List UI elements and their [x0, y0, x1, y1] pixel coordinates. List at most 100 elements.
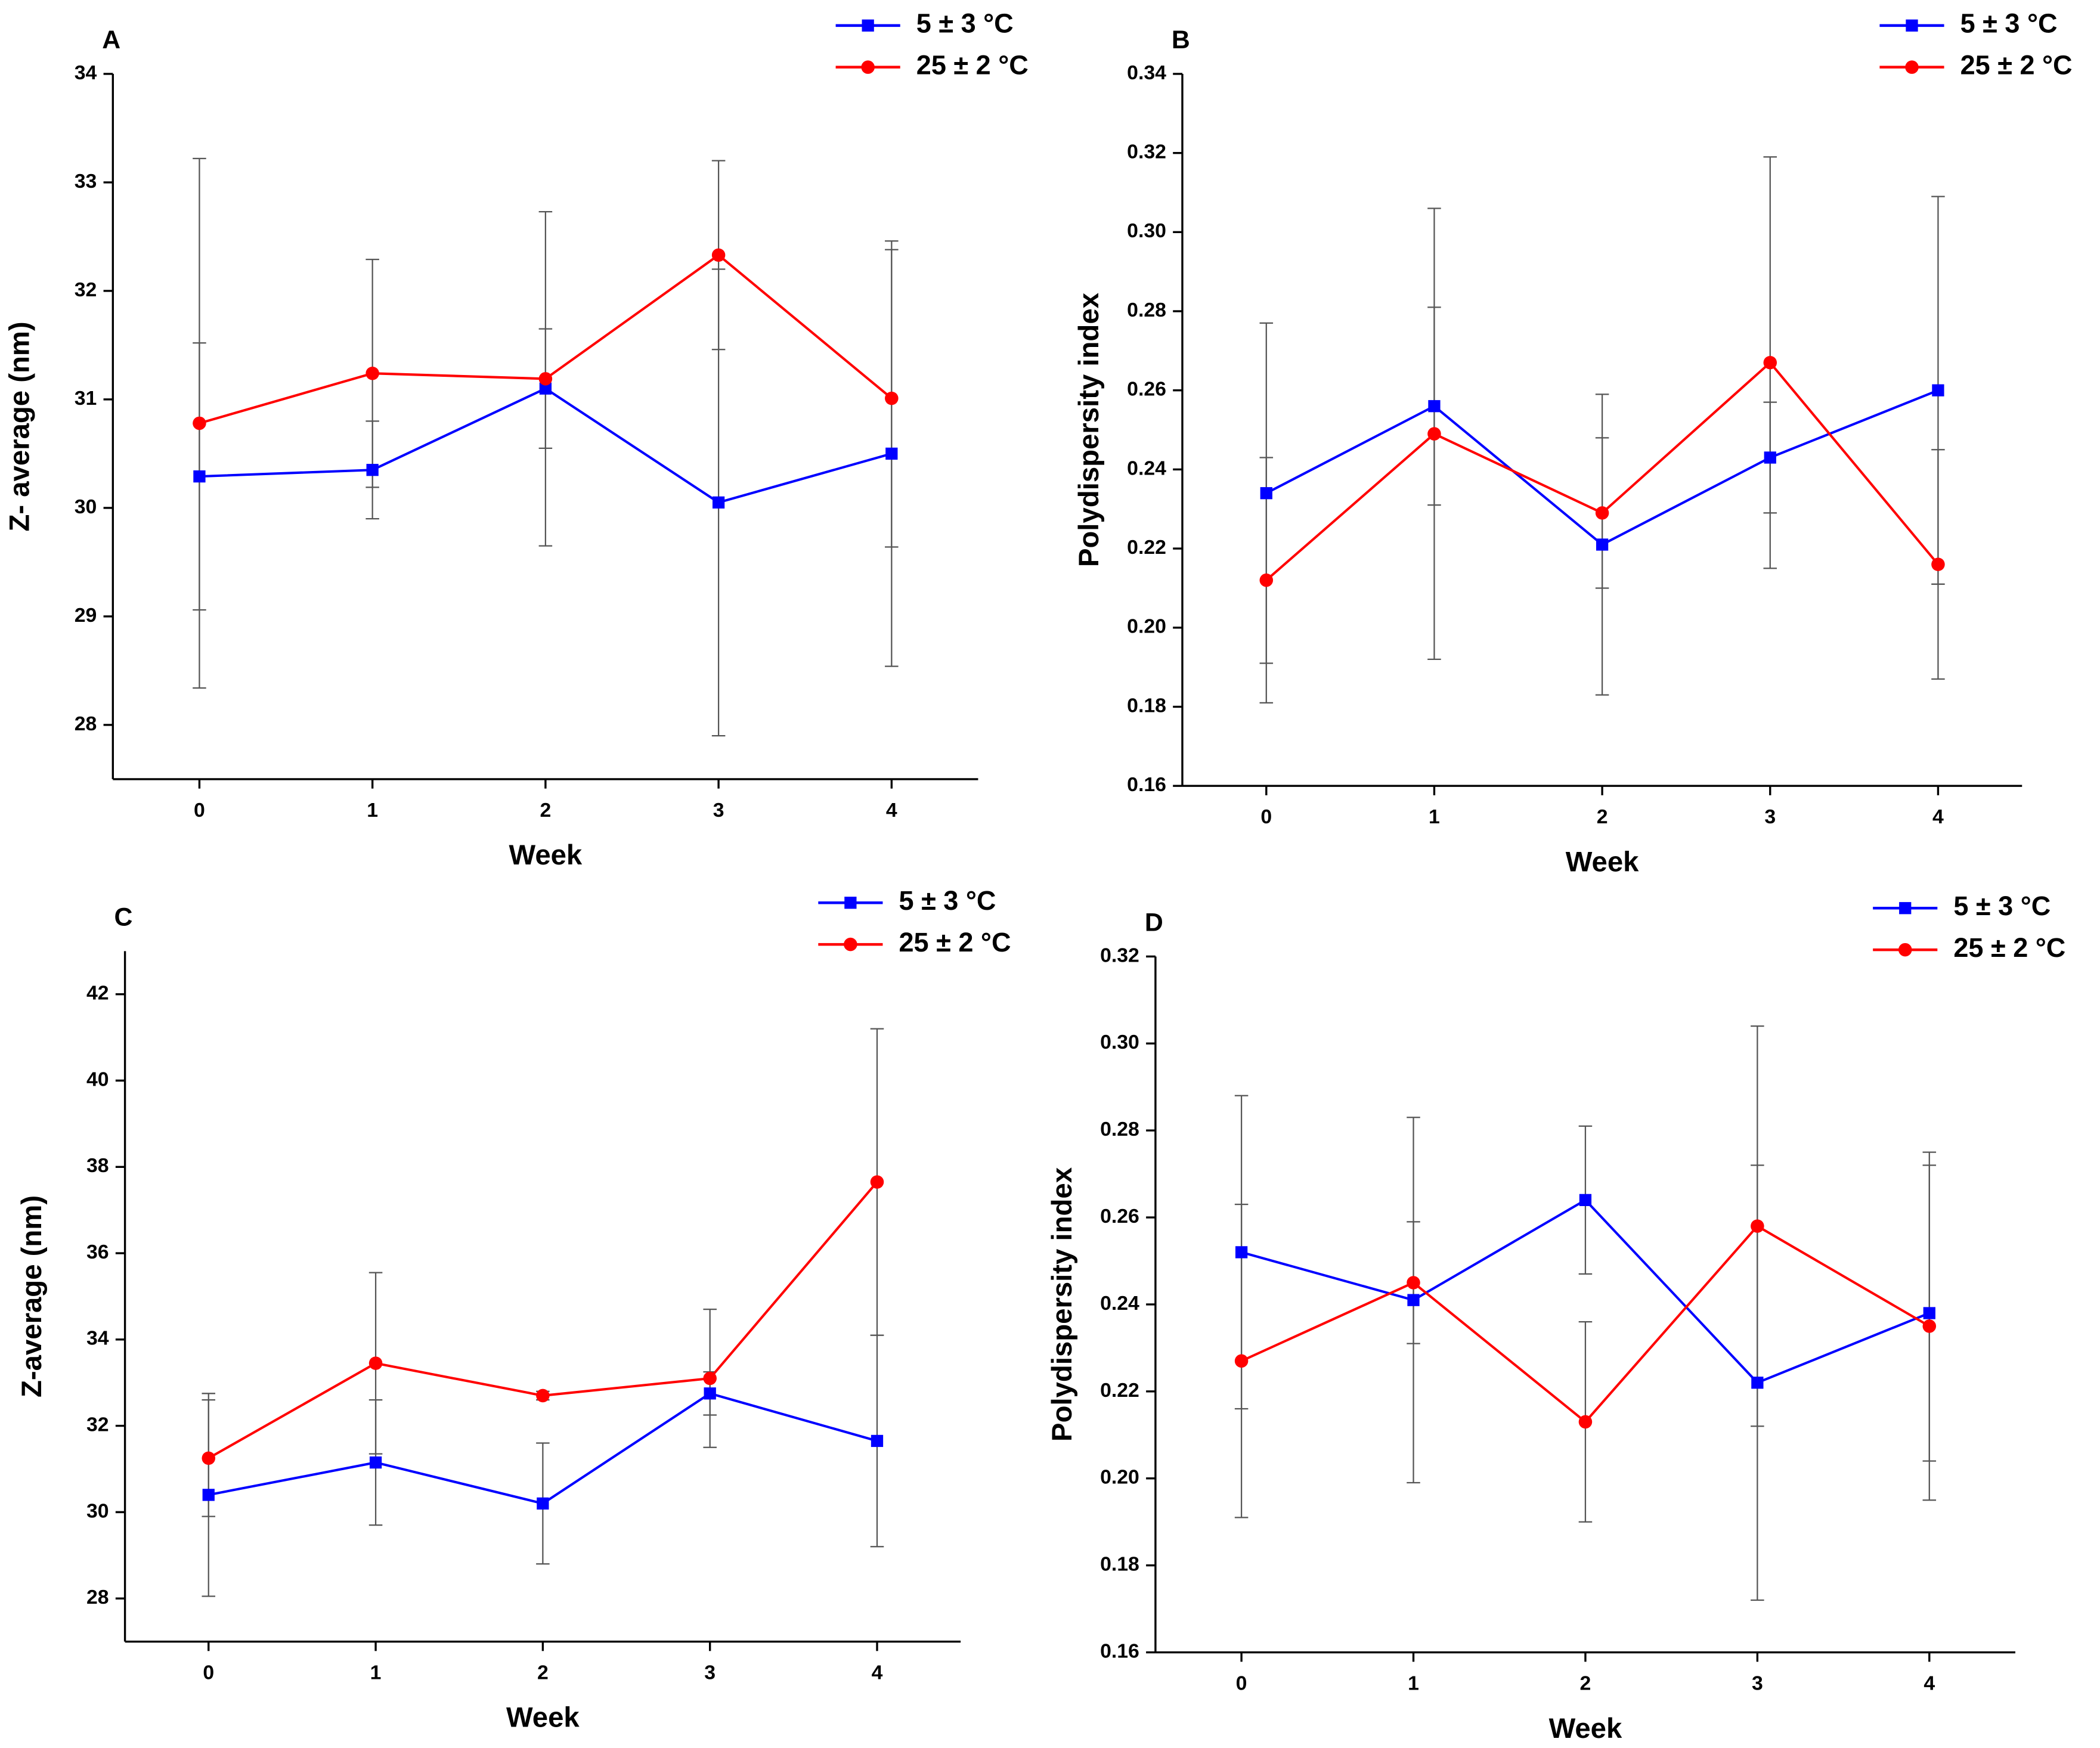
- y-tick-label: 30: [86, 1499, 109, 1522]
- x-tick-label: 4: [886, 799, 897, 822]
- y-tick-label: 31: [75, 387, 97, 410]
- marker: [366, 366, 379, 380]
- y-tick-label: 0.30: [1127, 219, 1166, 242]
- y-tick-label: 30: [75, 495, 97, 518]
- y-tick-label: 0.22: [1127, 536, 1166, 559]
- y-tick-label: 40: [86, 1068, 109, 1090]
- x-tick-label: 0: [1260, 805, 1272, 828]
- marker: [704, 1387, 716, 1400]
- x-tick-label: 2: [537, 1662, 549, 1684]
- legend-label: 5 ± 3 °C: [1960, 8, 2058, 39]
- marker: [1427, 427, 1441, 441]
- y-tick-label: 0.34: [1127, 61, 1166, 84]
- x-tick-label: 1: [367, 799, 378, 822]
- y-tick-label: 0.30: [1100, 1031, 1139, 1053]
- y-tick-label: 38: [86, 1154, 109, 1177]
- marker: [870, 1175, 884, 1189]
- y-tick-label: 32: [75, 278, 97, 301]
- marker: [539, 382, 552, 395]
- y-tick-label: 0.26: [1127, 378, 1166, 401]
- marker: [536, 1389, 550, 1403]
- marker: [1595, 506, 1609, 520]
- x-tick-label: 4: [1932, 805, 1944, 828]
- y-tick-label: 0.18: [1100, 1553, 1139, 1576]
- y-tick-label: 33: [75, 170, 97, 193]
- y-tick-label: 0.20: [1127, 615, 1166, 638]
- panel: 0.16 0.18 0.20 0.22 0.24 0.26 0.28 0.30 0.32 0 1 2 3…: [1046, 891, 2065, 1744]
- marker: [711, 248, 726, 262]
- legend-marker: [1906, 19, 1918, 32]
- legend-marker: [1905, 60, 1919, 74]
- x-axis-label: Week: [506, 1702, 580, 1734]
- marker: [369, 1456, 382, 1469]
- marker: [193, 416, 206, 430]
- y-tick-label: 0.16: [1100, 1639, 1139, 1662]
- y-tick-label: 28: [75, 712, 97, 735]
- x-tick-label: 0: [194, 799, 205, 822]
- marker: [1751, 1377, 1764, 1389]
- panel-label: A: [102, 26, 120, 54]
- marker: [537, 1497, 549, 1510]
- x-tick-label: 2: [1580, 1672, 1591, 1695]
- x-tick-label: 1: [370, 1662, 382, 1684]
- legend-label: 25 ± 2 °C: [1960, 50, 2073, 80]
- y-tick-label: 0.20: [1100, 1466, 1139, 1489]
- marker: [1428, 400, 1441, 413]
- marker: [1234, 1354, 1249, 1368]
- y-tick-label: 0.22: [1100, 1379, 1139, 1402]
- panel-label: B: [1172, 26, 1190, 54]
- legend-marker: [844, 897, 857, 909]
- y-tick-label: 34: [75, 61, 97, 84]
- panel-label: C: [114, 903, 133, 932]
- marker: [712, 496, 725, 509]
- y-tick-label: 29: [75, 604, 97, 627]
- y-tick-label: 0.24: [1100, 1292, 1139, 1315]
- y-tick-label: 0.28: [1100, 1118, 1139, 1140]
- marker: [1407, 1276, 1420, 1290]
- marker: [1579, 1194, 1592, 1207]
- legend-label: 25 ± 2 °C: [1953, 932, 2065, 963]
- y-tick-label: 36: [86, 1241, 109, 1263]
- y-tick-label: 42: [86, 982, 109, 1005]
- y-tick-label: 0.32: [1100, 944, 1139, 966]
- x-tick-label: 3: [1752, 1672, 1763, 1695]
- legend-marker: [844, 937, 857, 952]
- marker: [703, 1371, 717, 1386]
- marker: [1764, 451, 1776, 464]
- legend-marker: [1898, 943, 1912, 957]
- marker: [368, 1356, 383, 1370]
- y-tick-label: 0.32: [1127, 141, 1166, 163]
- marker: [1235, 1246, 1248, 1259]
- y-tick-label: 0.16: [1127, 773, 1166, 796]
- y-tick-label: 34: [86, 1327, 109, 1350]
- marker: [1751, 1219, 1764, 1233]
- legend-label: 5 ± 3 °C: [899, 885, 996, 916]
- legend-label: 5 ± 3 °C: [1953, 891, 2051, 921]
- legend-marker: [1899, 902, 1912, 915]
- x-tick-label: 2: [1597, 805, 1608, 828]
- marker: [1407, 1294, 1420, 1306]
- legend-label: 5 ± 3 °C: [916, 8, 1014, 39]
- y-axis-label: Polydispersity index: [1073, 293, 1105, 567]
- x-tick-label: 1: [1408, 1672, 1419, 1695]
- marker: [202, 1489, 215, 1501]
- series-line: [207, 1181, 878, 1459]
- legend-marker: [862, 19, 874, 32]
- marker: [366, 464, 379, 476]
- y-tick-label: 28: [86, 1586, 109, 1608]
- marker: [1260, 487, 1272, 500]
- marker: [1259, 573, 1274, 587]
- x-tick-label: 3: [704, 1662, 716, 1684]
- x-axis-label: Week: [509, 839, 583, 871]
- y-axis-label: Z-average (nm): [16, 1195, 48, 1397]
- marker: [1922, 1319, 1937, 1333]
- panel: 0.16 0.18 0.20 0.22 0.24 0.26 0.28 0.30 0.32 0.34…: [1073, 8, 2072, 878]
- x-tick-label: 3: [713, 799, 724, 822]
- y-tick-label: 32: [86, 1414, 109, 1436]
- x-axis-label: Week: [1549, 1713, 1622, 1744]
- marker: [1596, 538, 1609, 551]
- marker: [1923, 1307, 1935, 1319]
- legend-label: 25 ± 2 °C: [916, 50, 1029, 80]
- y-axis-label: Z- average (nm): [4, 321, 36, 531]
